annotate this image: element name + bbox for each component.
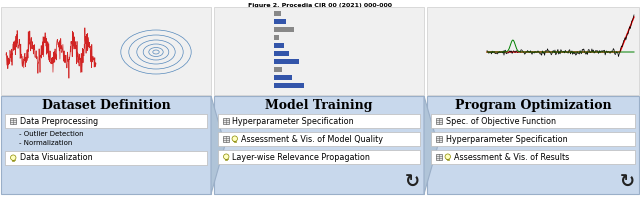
Circle shape xyxy=(223,154,229,159)
Bar xyxy=(223,118,229,124)
Text: Model Training: Model Training xyxy=(265,99,372,112)
Text: Data Visualization: Data Visualization xyxy=(19,153,92,163)
Bar xyxy=(274,59,299,64)
Text: Spec. of Objective Function: Spec. of Objective Function xyxy=(445,116,556,125)
Bar xyxy=(218,150,420,164)
Bar xyxy=(431,132,635,146)
Bar xyxy=(274,43,284,48)
Bar xyxy=(427,96,639,194)
Bar xyxy=(436,118,442,124)
Text: - Normalization: - Normalization xyxy=(19,140,72,146)
Circle shape xyxy=(445,154,451,159)
Bar xyxy=(431,150,635,164)
Polygon shape xyxy=(424,96,438,194)
Text: Hyperparameter Specification: Hyperparameter Specification xyxy=(232,116,354,125)
Bar xyxy=(274,11,281,16)
Circle shape xyxy=(232,136,237,141)
Text: Data Preprocessing: Data Preprocessing xyxy=(19,116,98,125)
Text: ↻: ↻ xyxy=(405,173,420,191)
Text: - Outlier Detection: - Outlier Detection xyxy=(19,131,84,137)
Bar xyxy=(218,114,420,128)
Polygon shape xyxy=(211,96,225,194)
Bar xyxy=(436,136,442,142)
Bar xyxy=(274,35,279,40)
Bar xyxy=(218,132,420,146)
Bar xyxy=(274,67,282,72)
Bar xyxy=(214,96,424,194)
Bar xyxy=(274,75,292,80)
Bar xyxy=(5,114,207,128)
Text: Dataset Definition: Dataset Definition xyxy=(42,99,170,112)
Bar xyxy=(10,118,16,124)
Bar xyxy=(431,114,635,128)
Text: Assessment & Vis. of Model Quality: Assessment & Vis. of Model Quality xyxy=(241,135,383,143)
Bar xyxy=(274,27,294,32)
Text: ↻: ↻ xyxy=(620,173,635,191)
Bar xyxy=(436,154,442,160)
Text: Hyperparameter Specification: Hyperparameter Specification xyxy=(445,135,567,143)
Bar xyxy=(274,83,304,88)
Text: Program Optimization: Program Optimization xyxy=(454,99,611,112)
Circle shape xyxy=(10,155,16,160)
Bar xyxy=(274,19,286,24)
Bar xyxy=(5,151,207,165)
Bar xyxy=(427,7,639,95)
Text: Assessment & Vis. of Results: Assessment & Vis. of Results xyxy=(454,152,569,162)
Bar xyxy=(214,7,424,95)
Bar xyxy=(1,7,211,95)
Text: Layer-wise Relevance Propagation: Layer-wise Relevance Propagation xyxy=(232,152,371,162)
Text: Figure 2. Procedia CIR 00 (2021) 000-000: Figure 2. Procedia CIR 00 (2021) 000-000 xyxy=(248,3,392,8)
Bar xyxy=(274,51,289,56)
Bar xyxy=(223,136,229,142)
Bar xyxy=(1,96,211,194)
